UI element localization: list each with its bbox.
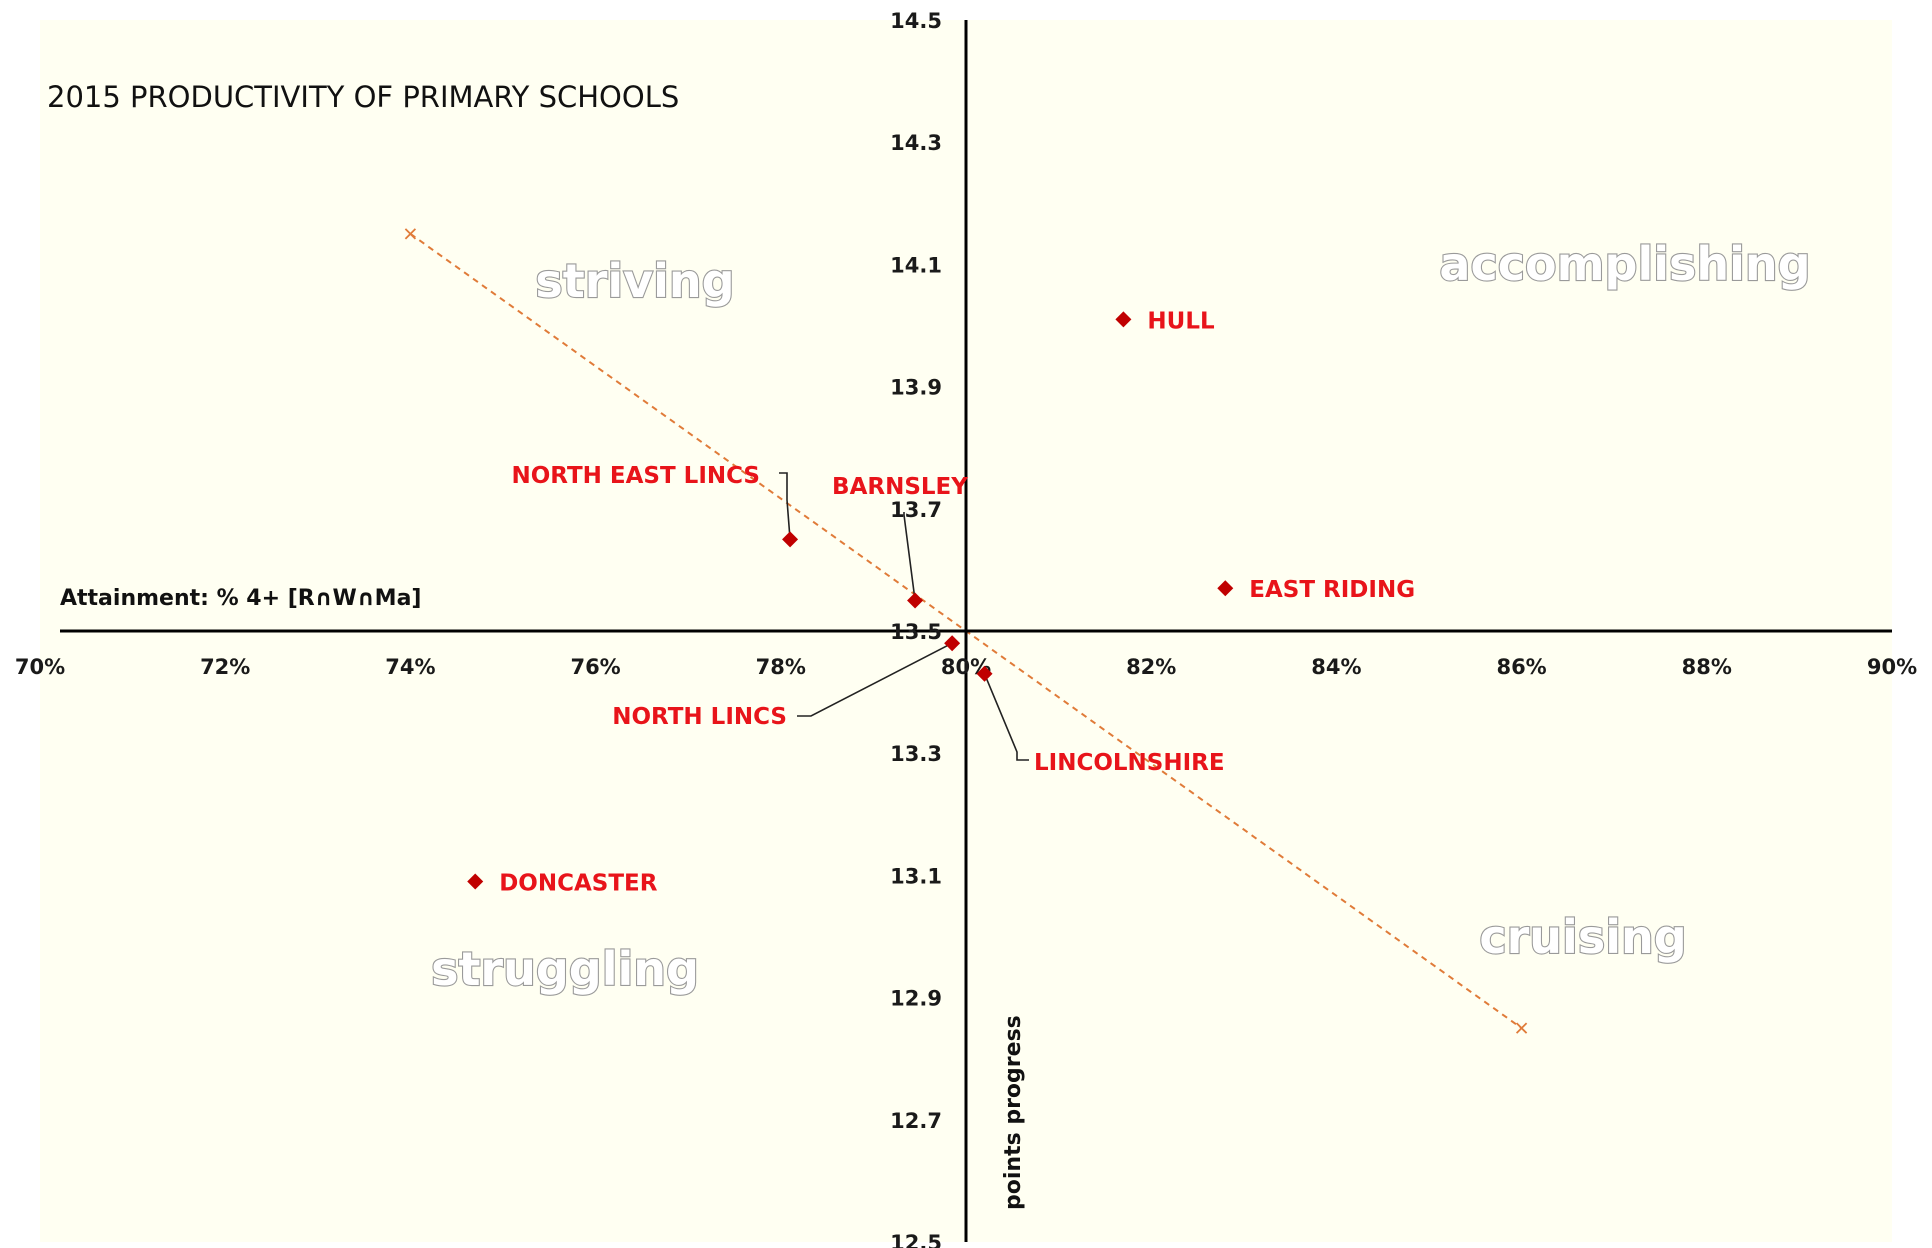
- quadrant-label-top-left: striving: [535, 254, 734, 308]
- trendline-end-marker: [404, 228, 417, 240]
- data-point-label: HULL: [1147, 308, 1215, 334]
- data-point-marker: [1217, 580, 1234, 597]
- data-point-label: NORTH LINCS: [612, 704, 787, 730]
- y-tick-label: 13.9: [890, 376, 942, 400]
- data-point-marker: [467, 873, 484, 890]
- x-axis-label: Attainment: % 4+ [R∩W∩Ma]: [60, 586, 421, 611]
- x-tick-label: 70%: [15, 655, 65, 679]
- data-point-marker: [1115, 311, 1132, 328]
- data-points: [467, 311, 1234, 890]
- data-point-marker: [907, 592, 924, 609]
- data-point-label: DONCASTER: [499, 871, 658, 897]
- y-tick-label: 12.5: [890, 1231, 942, 1248]
- data-point-marker: [976, 665, 993, 682]
- trendline-end-marker: [1515, 1022, 1528, 1034]
- quadrant-label-bottom-left: struggling: [431, 942, 699, 996]
- quadrant-labels: striving accomplishing struggling cruisi…: [430, 236, 1812, 997]
- x-tick-label: 86%: [1496, 655, 1546, 679]
- x-tick-label: 74%: [385, 655, 435, 679]
- x-tick-label: 72%: [200, 655, 250, 679]
- y-tick-label: 14.5: [890, 9, 942, 33]
- data-point-marker: [782, 531, 799, 548]
- x-tick-label: 76%: [570, 655, 620, 679]
- quadrant-label-bottom-right: cruising: [1479, 910, 1686, 964]
- x-tick-label: 88%: [1682, 655, 1732, 679]
- y-tick-label: 12.7: [890, 1109, 942, 1133]
- y-tick-label: 13.7: [890, 498, 942, 522]
- y-tick-label: 12.9: [890, 987, 942, 1011]
- x-tick-label: 90%: [1867, 655, 1917, 679]
- leader-line: [983, 673, 1029, 761]
- data-point-label: NORTH EAST LINCS: [511, 463, 760, 489]
- leader-line: [903, 512, 916, 601]
- chart-title: 2015 PRODUCTIVITY OF PRIMARY SCHOOLS: [47, 80, 679, 114]
- leader-line: [797, 642, 953, 717]
- y-tick-label: 13.1: [890, 864, 942, 888]
- axes: [60, 20, 1892, 1242]
- y-tick-label: 13.5: [890, 620, 942, 644]
- x-tick-label: 82%: [1126, 655, 1176, 679]
- quadrant-label-top-right: accomplishing: [1439, 237, 1810, 291]
- data-point-label: EAST RIDING: [1249, 577, 1415, 603]
- leader-line: [779, 472, 791, 540]
- data-point-label: LINCOLNSHIRE: [1034, 750, 1225, 776]
- tick-labels: 70% 72% 74% 76% 78% 80% 82% 84% 86% 88% 90%14.514.…: [15, 9, 1917, 1248]
- y-tick-label: 13.3: [890, 742, 942, 766]
- y-tick-label: 14.1: [890, 253, 942, 277]
- x-tick-label: 84%: [1311, 655, 1361, 679]
- data-point-label: BARNSLEY: [832, 474, 968, 500]
- y-axis-label: points progress: [1001, 1015, 1026, 1210]
- leader-lines: [779, 472, 1029, 761]
- x-tick-label: 78%: [756, 655, 806, 679]
- data-point-marker: [944, 635, 961, 652]
- point-labels: HULL EAST RIDING NORTH EAST LINCS BARNSLEY N…: [499, 308, 1415, 896]
- y-tick-label: 14.3: [890, 131, 942, 155]
